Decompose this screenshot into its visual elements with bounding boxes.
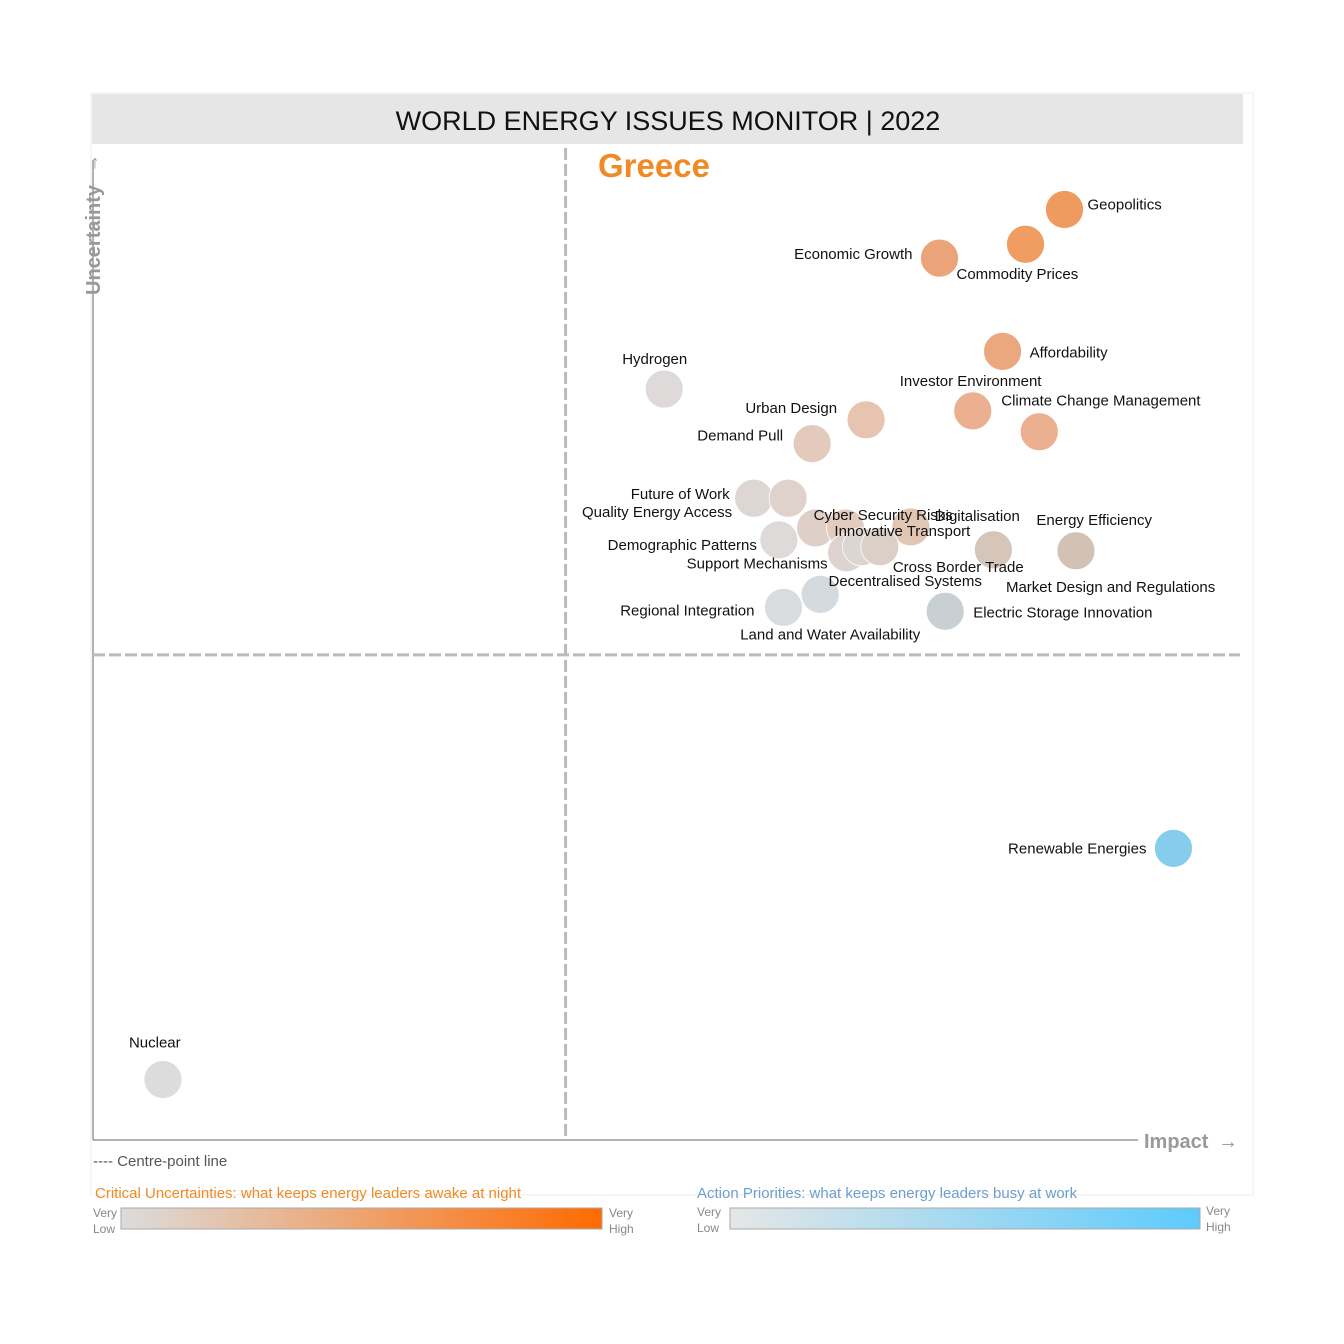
bubble-label: Demand Pull <box>697 428 783 445</box>
y-arrow-icon: ↑ <box>91 152 100 172</box>
bubble-label: Nuclear <box>129 1034 181 1051</box>
legend-action-priorities: Action Priorities: what keeps energy lea… <box>697 1185 1231 1235</box>
legend-title: Critical Uncertainties: what keeps energ… <box>95 1185 522 1202</box>
legend-high-label: Very High <box>609 1206 634 1236</box>
bubble-economic-growth <box>920 238 959 278</box>
bubble-label: Energy Efficiency <box>1036 512 1152 529</box>
bubble-label: Decentralised Systems <box>828 573 981 590</box>
legend-gradient-bar <box>729 1207 1201 1230</box>
bubble-label: Quality Energy Access <box>582 504 732 521</box>
bubble-label: Climate Change Management <box>1001 393 1201 410</box>
bubble-label: Demographic Patterns <box>608 537 757 554</box>
bubble-label: Hydrogen <box>622 351 687 368</box>
bubble-demographic-patterns <box>759 520 799 560</box>
bubble-quality-energy-access <box>768 478 808 518</box>
bubble-land-and-water-availability <box>800 575 840 614</box>
bubble-label: Investor Environment <box>900 373 1043 390</box>
legend-gradient-bar <box>120 1207 603 1230</box>
bubble-electric-storage-innovation <box>925 591 965 631</box>
bubble-climate-change-management <box>1019 412 1059 452</box>
title-bar <box>92 94 1243 144</box>
bubbles: Geopolitics Commodity Prices Economic Grow… <box>129 190 1215 1099</box>
bubble-label: Future of Work <box>631 486 730 503</box>
bubble-geopolitics <box>1045 190 1084 229</box>
y-axis-label: Uncertainty <box>83 184 105 295</box>
country-subtitle: Greece <box>598 147 710 184</box>
bubble-label: Cyber Security Risks <box>814 507 953 524</box>
bubble-market-design-and-regulations <box>1056 531 1096 571</box>
bubble-label: Regional Integration <box>620 602 754 619</box>
bubble-label: Urban Design <box>745 400 837 417</box>
legend-title: Action Priorities: what keeps energy lea… <box>697 1185 1078 1202</box>
x-arrow-icon: → <box>1218 1131 1238 1153</box>
bubble-label: Economic Growth <box>794 246 912 263</box>
bubble-label: Electric Storage Innovation <box>973 604 1152 621</box>
bubble-urban-design <box>846 400 886 440</box>
bubble-commodity-prices <box>1006 224 1045 264</box>
bubble-label: Market Design and Regulations <box>1006 579 1215 596</box>
bubble-renewable-energies <box>1154 828 1193 868</box>
bubble-label: Digitalisation <box>935 508 1020 525</box>
legend-low-label: Very Low <box>93 1206 117 1236</box>
bubble-demand-pull <box>792 424 832 464</box>
bubble-cross-border-trade <box>860 527 900 567</box>
bubble-regional-integration <box>764 587 803 627</box>
bubble-label: Renewable Energies <box>1008 840 1146 857</box>
chart-frame <box>90 92 1254 1196</box>
bubble-label: Innovative Transport <box>834 523 971 540</box>
bubble-label: Affordability <box>1030 344 1109 361</box>
bubble-label: Cross Border Trade <box>893 559 1024 576</box>
chart-title: WORLD ENERGY ISSUES MONITOR | 2022 <box>396 106 941 136</box>
legend-low-label: Very Low <box>697 1205 721 1235</box>
bubble-affordability <box>983 331 1022 371</box>
legend-high-label: Very High <box>1206 1204 1231 1234</box>
bubble-investor-environment <box>953 391 993 431</box>
bubble-label: Geopolitics <box>1088 197 1162 214</box>
bubble-label: Land and Water Availability <box>740 626 921 643</box>
bubble-label: Support Mechanisms <box>687 556 828 573</box>
centre-line-note: ---- Centre-point line <box>93 1153 227 1170</box>
bubble-digitalisation <box>891 507 931 547</box>
bubble-label: Commodity Prices <box>957 266 1079 283</box>
bubble-hydrogen <box>644 369 684 409</box>
bubble-nuclear <box>143 1060 183 1099</box>
bubble-future-of-work <box>734 478 774 518</box>
legend-critical-uncertainties: Critical Uncertainties: what keeps energ… <box>93 1185 634 1236</box>
x-axis-label: Impact <box>1144 1131 1209 1153</box>
bubble-energy-efficiency <box>973 530 1013 570</box>
